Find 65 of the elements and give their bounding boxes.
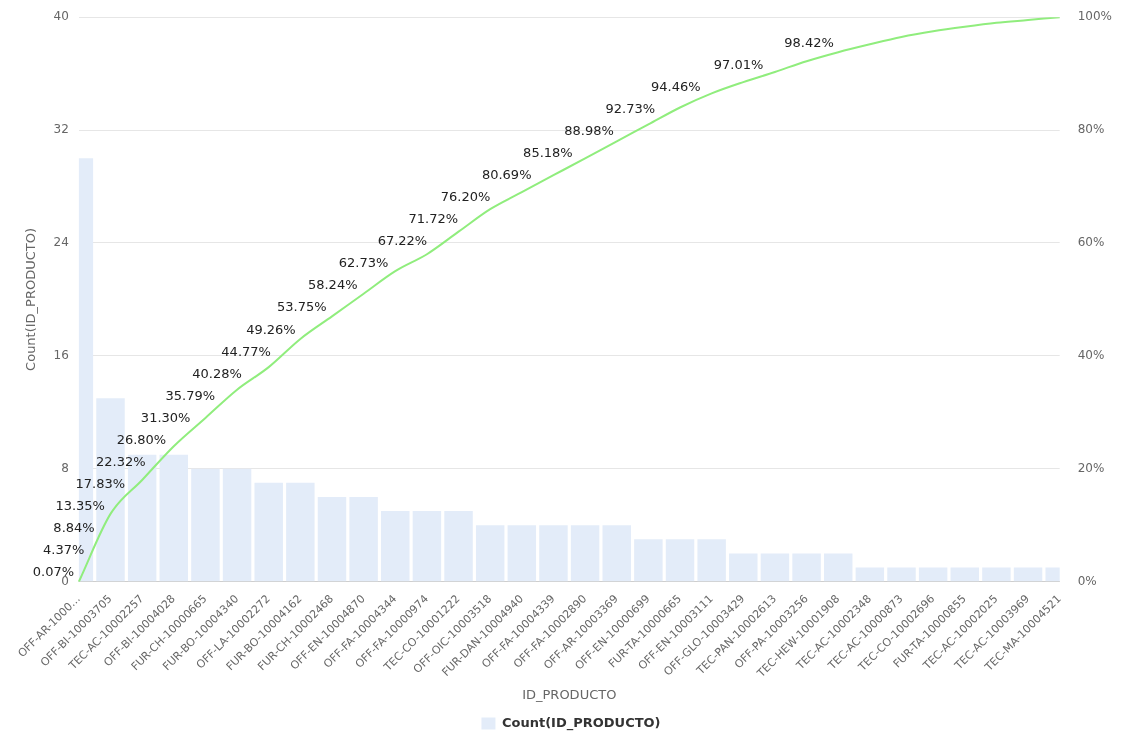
bar — [286, 482, 315, 582]
bar — [191, 468, 220, 582]
y-tick-label: 24 — [53, 235, 69, 250]
annotation: 17.83% — [75, 475, 126, 491]
bar — [918, 567, 948, 582]
annotation: 49.26% — [246, 321, 296, 337]
bar — [855, 567, 885, 582]
annotation: 53.75% — [277, 299, 327, 315]
y-tick-label: 32 — [53, 122, 69, 137]
bar — [665, 539, 695, 582]
annotation: 31.30% — [140, 409, 191, 425]
annotation: 98.42% — [784, 34, 834, 50]
bar — [159, 454, 189, 582]
bar — [729, 553, 758, 582]
bar — [254, 482, 283, 582]
y-tick-label: 40 — [53, 9, 69, 24]
y2-tick-label: 100% — [1077, 9, 1113, 24]
bar — [887, 567, 916, 582]
annotation: 62.73% — [338, 255, 389, 271]
bar — [634, 539, 663, 582]
annotation: 71.72% — [408, 211, 459, 227]
bar — [317, 496, 347, 582]
bar — [381, 511, 410, 582]
annotation: 22.32% — [96, 453, 146, 469]
annotation: 94.46% — [650, 79, 701, 95]
bar — [412, 511, 442, 582]
annotation: 40.28% — [192, 365, 242, 381]
annotation: 4.37% — [43, 542, 85, 558]
annotation: 80.69% — [481, 167, 532, 183]
y2-tick-label: 0% — [1077, 573, 1097, 588]
annotation: 26.80% — [116, 431, 167, 447]
bar — [950, 567, 980, 582]
annotation: 13.35% — [55, 497, 105, 513]
y-tick-label: 8 — [61, 460, 69, 475]
y2-tick-label: 20% — [1077, 460, 1105, 475]
bar — [539, 525, 568, 582]
y2-tick-label: 80% — [1077, 122, 1105, 137]
bar — [475, 525, 505, 582]
bar — [507, 525, 537, 582]
annotation: 44.77% — [221, 343, 271, 359]
y2-tick-label: 40% — [1077, 347, 1105, 362]
bar — [444, 511, 473, 582]
bar — [760, 553, 790, 582]
bar — [602, 525, 631, 582]
bar — [792, 553, 821, 582]
annotation: 92.73% — [605, 101, 656, 117]
bar — [349, 496, 378, 582]
bar — [222, 468, 252, 582]
y-axis-title: Count(ID_PRODUCTO) — [23, 227, 39, 371]
legend-label: Count(ID_PRODUCTO) — [501, 714, 661, 731]
annotation: 67.22% — [377, 233, 428, 249]
annotation: 97.01% — [713, 56, 764, 72]
y2-tick-label: 60% — [1077, 235, 1105, 250]
annotation: 35.79% — [165, 387, 216, 403]
x-axis-title: ID_PRODUCTO — [522, 686, 617, 702]
bar — [697, 539, 726, 582]
bar — [570, 525, 600, 582]
annotation: 88.98% — [564, 123, 614, 139]
annotation: 8.84% — [53, 519, 95, 535]
annotation: 76.20% — [440, 189, 491, 205]
annotation: 85.18% — [523, 145, 573, 161]
annotation: 58.24% — [307, 277, 358, 293]
bar — [982, 567, 1011, 582]
y-tick-label: 16 — [53, 347, 69, 362]
bar — [823, 553, 853, 582]
